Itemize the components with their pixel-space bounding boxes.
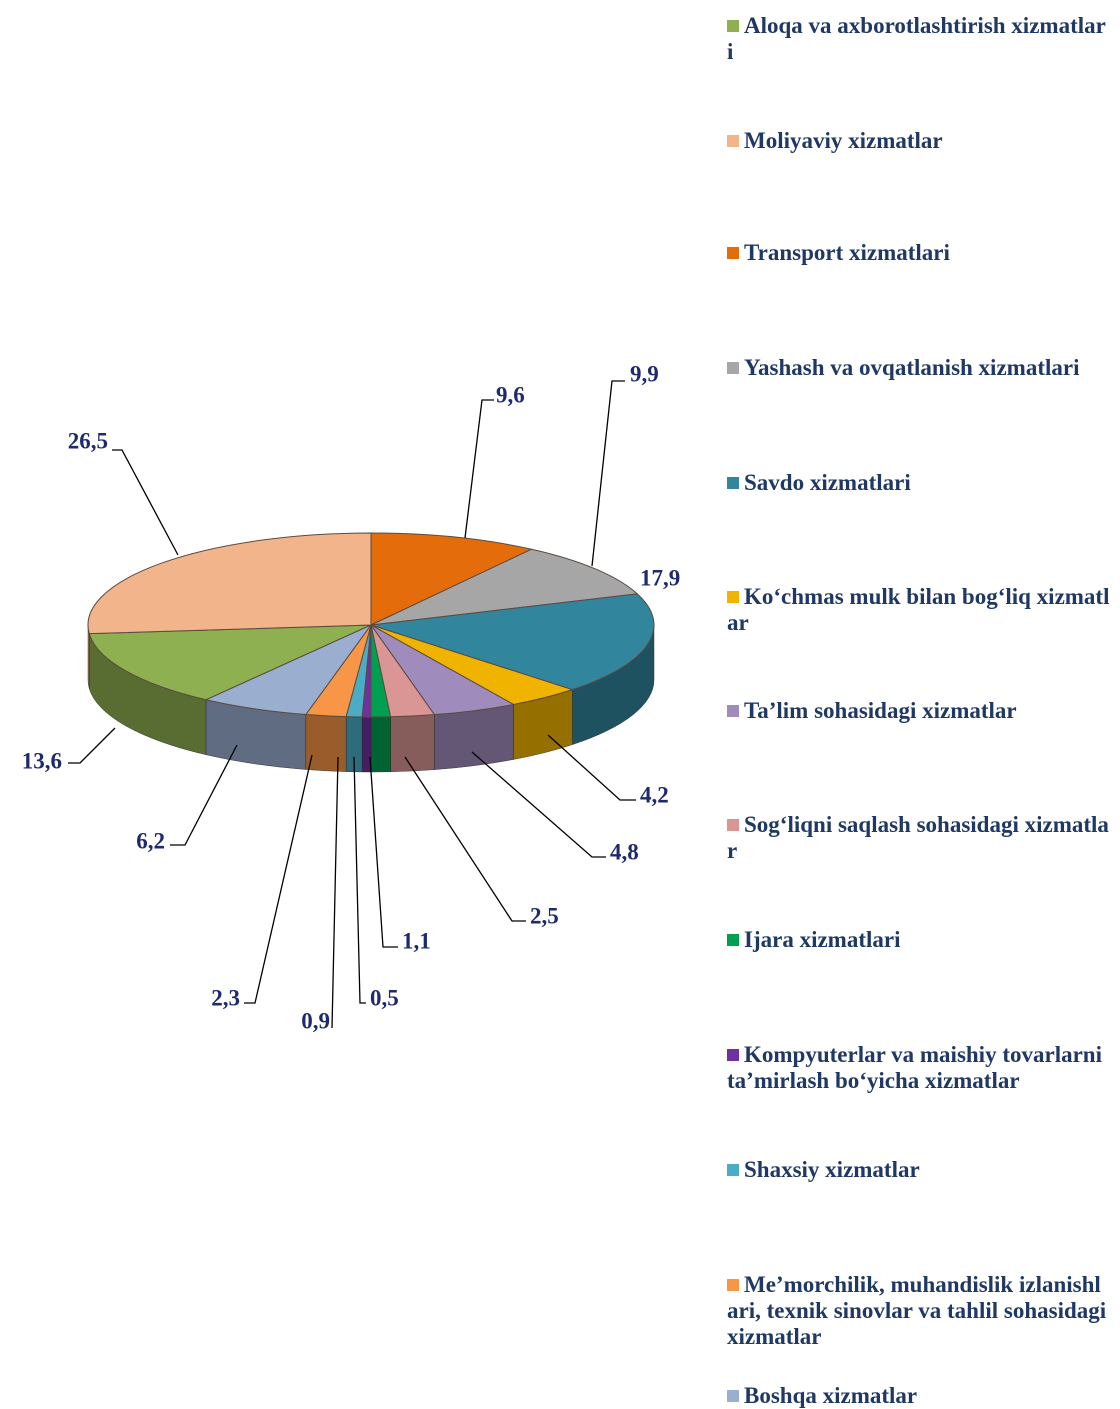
legend-entry: Ta’lim sohasidagi xizmatlar bbox=[727, 698, 1112, 724]
leader-line bbox=[547, 734, 636, 801]
legend-swatch bbox=[727, 1164, 739, 1176]
leader-line bbox=[591, 380, 625, 567]
legend-label: Yashash va ovqatlanish xizmatlari bbox=[744, 355, 1080, 380]
legend-entry: Savdo xizmatlari bbox=[727, 470, 1112, 496]
legend-label: Ko‘chmas mulk bilan bog‘liq xizmatlar bbox=[727, 584, 1110, 635]
leader-line bbox=[331, 756, 339, 1029]
data-label: 1,1 bbox=[402, 928, 431, 953]
legend-swatch bbox=[727, 934, 739, 946]
slice bbox=[204, 623, 373, 716]
data-label: 0,5 bbox=[370, 985, 399, 1010]
data-label: 2,5 bbox=[530, 903, 559, 928]
slice-side bbox=[370, 716, 391, 773]
legend-swatch bbox=[727, 247, 739, 259]
leader-line bbox=[170, 744, 238, 846]
legend-swatch bbox=[727, 591, 739, 603]
legend-entry: Boshqa xizmatlar bbox=[727, 1383, 1112, 1409]
data-label: 0,9 bbox=[301, 1008, 330, 1033]
data-label: 17,9 bbox=[640, 565, 680, 590]
legend-swatch bbox=[727, 705, 739, 717]
slice bbox=[370, 548, 639, 626]
legend-label: Ijara xizmatlari bbox=[744, 927, 901, 952]
slice bbox=[88, 624, 372, 701]
legend-label: Transport xizmatlari bbox=[744, 240, 950, 265]
data-label: 9,9 bbox=[630, 361, 659, 386]
legend-label: Sog‘liqni saqlash sohasidagi xizmatlar bbox=[727, 812, 1109, 863]
slice-side bbox=[305, 714, 347, 772]
leader-line bbox=[404, 756, 526, 922]
legend-entry: Ijara xizmatlari bbox=[727, 927, 1112, 953]
legend-entry: Ko‘chmas mulk bilan bog‘liq xizmatlar bbox=[727, 584, 1112, 636]
legend-entry: Transport xizmatlari bbox=[727, 240, 1112, 266]
slice bbox=[87, 532, 372, 635]
data-label: 9,6 bbox=[496, 382, 525, 407]
legend-swatch bbox=[727, 1390, 739, 1402]
data-label: 4,8 bbox=[610, 839, 639, 864]
leader-line bbox=[353, 756, 366, 1004]
data-label: 6,2 bbox=[136, 828, 165, 853]
data-label: 13,6 bbox=[22, 748, 62, 773]
leader-line bbox=[369, 756, 398, 948]
data-label: 4,2 bbox=[640, 782, 669, 807]
legend-label: Shaxsiy xizmatlar bbox=[744, 1157, 920, 1182]
legend-label: Moliyaviy xizmatlar bbox=[744, 128, 943, 153]
legend-label: Boshqa xizmatlar bbox=[744, 1383, 918, 1408]
legend-label: Kompyuterlar va maishiy tovarlarni ta’mi… bbox=[727, 1042, 1102, 1093]
slice-side bbox=[361, 716, 372, 773]
legend-swatch bbox=[727, 135, 739, 147]
slice bbox=[370, 593, 655, 691]
leader-line bbox=[464, 399, 494, 539]
legend-swatch bbox=[727, 819, 739, 831]
legend-label: Me’morchilik, muhandislik izlanishlari, … bbox=[727, 1272, 1107, 1349]
slice bbox=[370, 532, 534, 626]
slice-side bbox=[434, 704, 514, 770]
data-label: 26,5 bbox=[68, 428, 108, 453]
legend-entry: Me’morchilik, muhandislik izlanishlari, … bbox=[727, 1272, 1112, 1350]
legend-entry: Sog‘liqni saqlash sohasidagi xizmatlar bbox=[727, 812, 1112, 864]
legend-label: Aloqa va axborotlashtirish xizmatlari bbox=[727, 13, 1106, 64]
data-label: 2,3 bbox=[211, 985, 240, 1010]
legend-swatch bbox=[727, 477, 739, 489]
legend-swatch bbox=[727, 362, 739, 374]
slice-side bbox=[390, 714, 435, 772]
leader-line bbox=[471, 751, 606, 858]
legend-entry: Shaxsiy xizmatlar bbox=[727, 1157, 1112, 1183]
leader-line bbox=[244, 754, 313, 1004]
legend-entry: Yashash va ovqatlanish xizmatlari bbox=[727, 355, 1112, 381]
legend-swatch bbox=[727, 20, 739, 32]
leader-line bbox=[68, 727, 116, 764]
legend-swatch bbox=[727, 1049, 739, 1061]
legend-entry: Moliyaviy xizmatlar bbox=[727, 128, 1112, 154]
legend-entry: Aloqa va axborotlashtirish xizmatlari bbox=[727, 13, 1112, 65]
legend-label: Ta’lim sohasidagi xizmatlar bbox=[744, 698, 1017, 723]
legend-entry: Kompyuterlar va maishiy tovarlarni ta’mi… bbox=[727, 1042, 1112, 1094]
legend-label: Savdo xizmatlari bbox=[744, 470, 911, 495]
leader-line bbox=[112, 449, 179, 556]
legend-swatch bbox=[727, 1279, 739, 1291]
